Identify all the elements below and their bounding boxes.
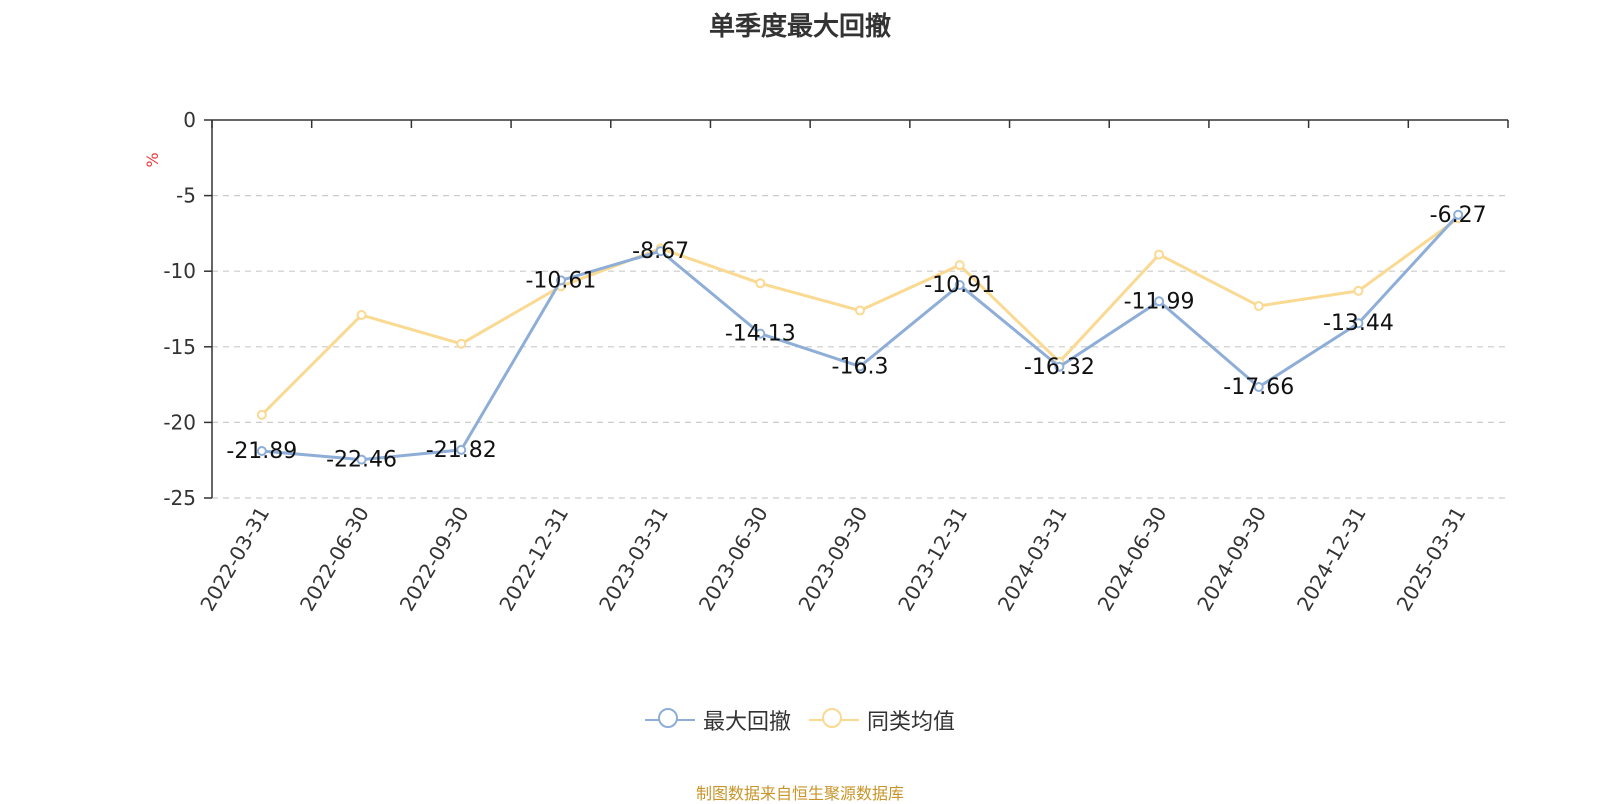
data-label: -6.27 xyxy=(1430,203,1487,228)
chart-title: 单季度最大回撤 xyxy=(708,12,891,42)
x-tick-label: 2022-06-30 xyxy=(295,503,374,616)
data-label: -17.66 xyxy=(1223,375,1294,400)
series-lines xyxy=(256,209,1464,465)
x-tick-label: 2023-12-31 xyxy=(893,503,972,616)
data-label: -21.89 xyxy=(226,439,297,464)
x-tick-label: 2022-03-31 xyxy=(195,503,274,616)
legend-label: 同类均值 xyxy=(867,710,956,735)
y-tick-label: 0 xyxy=(183,108,196,132)
x-tick-label: 2023-09-30 xyxy=(793,503,872,616)
data-label: -21.82 xyxy=(426,438,497,463)
x-tick-label: 2024-06-30 xyxy=(1093,503,1172,616)
data-label: -8.67 xyxy=(632,239,689,264)
legend-item-max-drawdown[interactable]: 最大回撤 xyxy=(644,704,791,736)
data-point xyxy=(256,445,267,456)
data-point xyxy=(855,305,865,316)
data-point xyxy=(1154,249,1165,260)
legend-marker-icon xyxy=(644,707,695,733)
data-point xyxy=(1154,296,1165,307)
data-label: -16.32 xyxy=(1024,355,1095,380)
data-label: -22.46 xyxy=(326,448,397,473)
x-tick-label: 2022-12-31 xyxy=(494,503,573,616)
legend-circle-icon xyxy=(822,708,842,728)
legend-item-peer-average[interactable]: 同类均值 xyxy=(809,704,955,736)
data-point xyxy=(256,409,267,420)
data-label: -13.44 xyxy=(1323,311,1394,336)
data-point xyxy=(954,260,965,271)
data-label: -14.13 xyxy=(725,322,796,347)
x-tick-label: 2024-12-31 xyxy=(1292,503,1371,616)
y-tick-label: -15 xyxy=(163,335,196,359)
x-tick-label: 2022-09-30 xyxy=(395,503,474,616)
data-point xyxy=(1253,300,1264,311)
grid-lines xyxy=(212,195,1508,499)
legend-circle-icon xyxy=(657,708,678,728)
legend: 最大回撤 同类均值 xyxy=(0,704,1600,736)
data-point xyxy=(1453,209,1464,220)
y-axis-unit-label: % xyxy=(143,152,162,167)
data-point xyxy=(855,361,865,372)
data-point xyxy=(1253,382,1264,393)
data-label: -16.3 xyxy=(832,354,889,379)
data-label: -11.99 xyxy=(1124,289,1195,314)
y-tick-label: -25 xyxy=(163,486,196,510)
y-tick-label: -5 xyxy=(176,184,196,208)
data-point xyxy=(1353,285,1364,296)
data-label: -10.61 xyxy=(525,268,596,293)
x-tick-label: 2025-03-31 xyxy=(1392,503,1471,616)
data-labels: -21.89 -22.46 -21.82 -10.61 -8.67 -14.13 -16.3… xyxy=(226,203,1486,473)
data-point xyxy=(954,279,965,290)
data-label: -10.91 xyxy=(924,273,995,298)
y-tick-label: -20 xyxy=(163,410,196,434)
x-tick-label: 2024-03-31 xyxy=(993,503,1072,616)
x-tick-label: 2023-03-31 xyxy=(594,503,673,616)
y-tick-label: -10 xyxy=(163,259,196,283)
legend-marker-icon xyxy=(809,707,859,733)
data-point xyxy=(456,338,467,349)
source-note: 制图数据来自恒生聚源数据库 xyxy=(695,784,904,803)
data-point xyxy=(456,444,467,455)
data-point xyxy=(1353,318,1364,329)
legend-label: 最大回撤 xyxy=(702,710,791,735)
data-point xyxy=(555,275,566,286)
data-point xyxy=(1054,361,1065,372)
data-point xyxy=(755,278,766,289)
x-tick-label: 2024-09-30 xyxy=(1192,503,1271,616)
data-point xyxy=(655,246,666,257)
data-point xyxy=(755,328,766,339)
data-point xyxy=(356,454,367,465)
data-point xyxy=(356,310,367,321)
x-tick-label: 2023-06-30 xyxy=(694,503,773,616)
